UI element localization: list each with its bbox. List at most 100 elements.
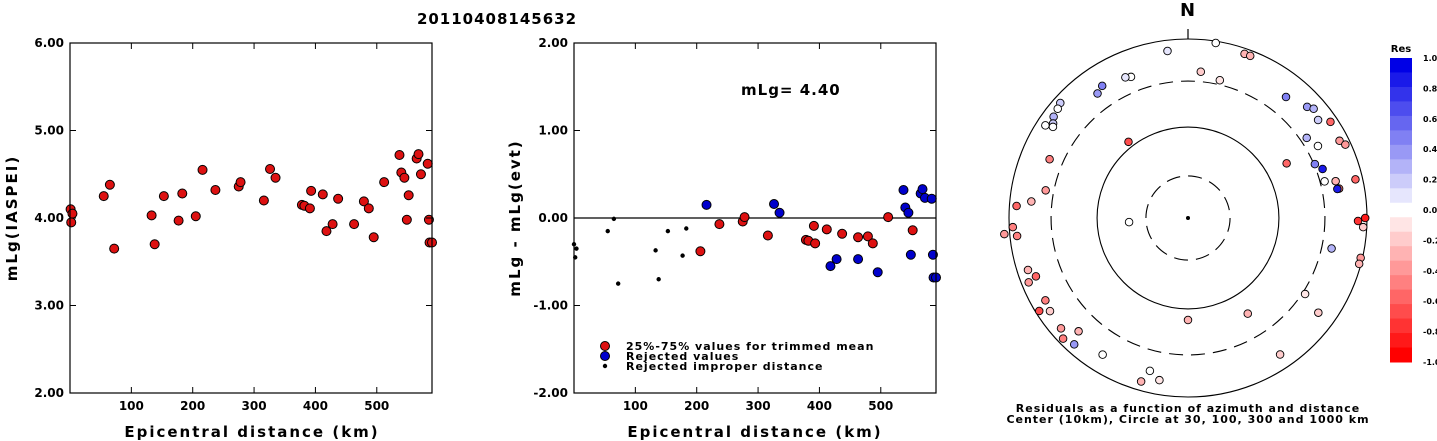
y-tick-label: 2.00 (538, 36, 568, 50)
data-point (67, 208, 78, 219)
colorbar-cell (1390, 72, 1412, 88)
data-point (831, 254, 842, 265)
magnitude-axes: 100 200 300 400 500 2.00 3.00 4.00 5.00 6.00 (34, 36, 433, 413)
data-point (837, 228, 848, 239)
colorbar-cell (1390, 260, 1412, 276)
data-point (615, 281, 621, 286)
data-point (349, 219, 360, 230)
station-point (1023, 265, 1033, 275)
data-point (926, 193, 937, 204)
colorbar-label: 0.2 (1423, 176, 1437, 185)
station-point (1056, 324, 1066, 333)
x-axis-label: Epicentral distance (km) (124, 423, 379, 441)
data-point (317, 189, 328, 200)
residual-axes: 100 200 300 400 500 -2.00 -1.00 0.00 1.00 2.00 (533, 36, 937, 413)
colorbar-title: Res (1391, 44, 1411, 55)
x-tick-label: 200 (180, 399, 205, 413)
center-point (1186, 216, 1190, 220)
x-tick-label: 400 (807, 399, 832, 413)
data-point (368, 232, 379, 243)
station-point (1211, 38, 1220, 48)
colorbar-cell (1390, 304, 1412, 320)
data-point (394, 150, 405, 160)
station-point (1196, 67, 1206, 77)
x-tick-label: 200 (684, 399, 709, 413)
data-point (739, 212, 750, 223)
station-point (1041, 121, 1050, 130)
x-tick-label: 500 (364, 399, 389, 413)
station-point (1008, 222, 1018, 232)
colorbar-cell (1390, 188, 1412, 204)
legend-swatch-blue (600, 351, 610, 361)
station-point (1318, 164, 1327, 174)
station-point (1327, 244, 1336, 253)
station-point (1155, 375, 1164, 385)
polar-caption-line-1: Residuals as a function of azimuth and d… (1016, 402, 1360, 415)
station-point (1098, 350, 1107, 359)
data-point (898, 185, 909, 195)
data-point (701, 199, 712, 210)
station-point (1012, 231, 1022, 241)
event-magnitude-annotation: mLg= 4.40 (741, 81, 841, 99)
data-point (680, 253, 685, 258)
colorbar-label: 0.4 (1423, 145, 1437, 154)
colorbar-cell (1390, 318, 1412, 334)
colorbar-cell (1390, 58, 1412, 73)
data-point (872, 267, 883, 278)
colorbar-cells (1390, 58, 1412, 363)
colorbar-cell (1390, 275, 1412, 291)
station-point (1124, 217, 1134, 227)
data-point (605, 228, 610, 234)
colorbar-label: -0.2 (1423, 236, 1437, 245)
colorbar-cell (1390, 347, 1412, 363)
colorbar-label: -0.6 (1423, 297, 1437, 306)
y-tick-label: 3.00 (34, 299, 64, 313)
colorbar-cell (1390, 289, 1412, 305)
colorbar-label: -1.0 (1423, 358, 1437, 367)
station-point (1360, 213, 1370, 223)
data-point (917, 184, 928, 195)
x-axis-label: Epicentral distance (km) (627, 423, 882, 441)
data-point (177, 188, 188, 199)
station-point (1310, 159, 1320, 169)
station-point (1145, 366, 1155, 376)
data-point (821, 224, 832, 235)
data-point (883, 212, 894, 223)
colorbar-cell (1390, 202, 1412, 218)
y-axis-label: mLg - mLg(evt) (506, 139, 524, 296)
data-point (270, 172, 281, 183)
data-point (146, 210, 157, 221)
data-point (327, 219, 338, 230)
residual-colorbar: Res 1.0 0.8 0.6 0.4 0.2 0.0 -0.2 -0.4 -0.6 -0.8 -1… (1390, 44, 1437, 367)
station-point (1024, 278, 1033, 287)
y-tick-label: -2.00 (533, 386, 568, 400)
magnitude-vs-distance-plot: 100 200 300 400 500 2.00 3.00 4.00 5.00 6.00 Epic… (3, 36, 437, 441)
colorbar-cell (1390, 144, 1412, 160)
data-point (190, 211, 201, 222)
colorbar-cell (1390, 231, 1412, 247)
colorbar-cell (1390, 101, 1412, 117)
data-point (401, 214, 412, 225)
colorbar-label: -0.4 (1423, 267, 1437, 276)
x-tick-label: 300 (242, 399, 267, 413)
colorbar-cell (1390, 217, 1412, 233)
x-tick-label: 500 (868, 399, 893, 413)
data-point (905, 249, 916, 260)
data-point (306, 185, 317, 196)
station-point (1000, 229, 1009, 239)
colorbar-cell (1390, 173, 1412, 189)
station-point (1331, 176, 1340, 186)
station-point (1243, 309, 1253, 318)
station-point (1041, 296, 1050, 305)
station-point (1320, 177, 1329, 186)
station-point (1121, 73, 1130, 82)
station-point (1183, 315, 1193, 325)
station-point (1358, 222, 1368, 232)
station-point (1333, 184, 1342, 194)
station-point (1309, 104, 1318, 114)
data-point (304, 203, 315, 214)
station-point (1313, 141, 1323, 151)
station-point (1282, 159, 1291, 168)
magnitude-points (65, 149, 437, 254)
